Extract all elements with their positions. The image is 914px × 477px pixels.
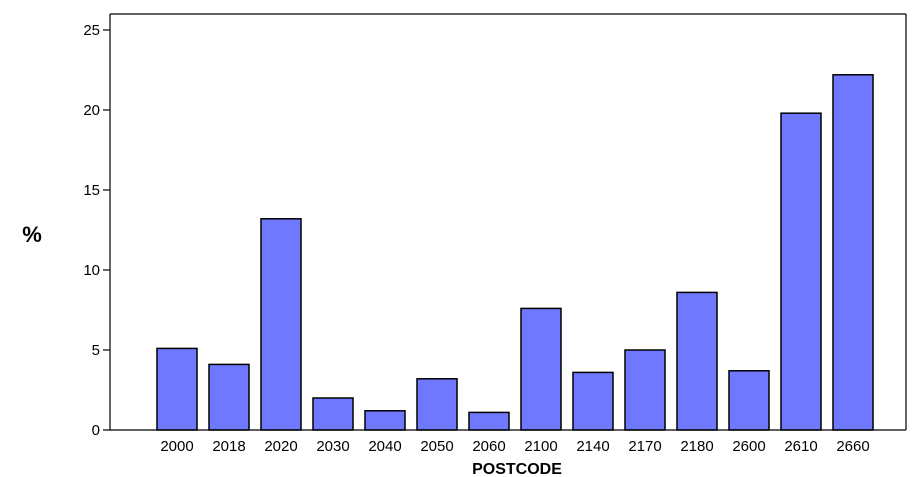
bar-2170: [624, 349, 666, 431]
x-tick-label: 2660: [836, 438, 869, 455]
y-tick-label: 5: [92, 342, 100, 359]
bar-2040: [364, 410, 406, 431]
y-tick-label: 20: [83, 102, 100, 119]
bar-2100: [520, 307, 562, 431]
bar-2660: [832, 74, 874, 431]
x-axis-title: POSTCODE: [472, 461, 562, 477]
bar-2140: [572, 371, 614, 431]
x-tick-label: 2000: [160, 438, 193, 455]
x-tick-label: 2060: [472, 438, 505, 455]
y-tick-label: 15: [83, 182, 100, 199]
x-tick-label: 2140: [576, 438, 609, 455]
x-tick-label: 2600: [732, 438, 765, 455]
x-tick-label: 2100: [524, 438, 557, 455]
y-ticks-layer: 0 5 10 15 20 25: [83, 22, 110, 439]
bar-2060: [468, 411, 510, 431]
y-tick-label: 25: [83, 22, 100, 39]
bar-2050: [416, 378, 458, 431]
x-tick-label: 2180: [680, 438, 713, 455]
bars-layer: [156, 74, 874, 431]
bar-2610: [780, 112, 822, 431]
bar-2020: [260, 218, 302, 431]
x-tick-label: 2170: [628, 438, 661, 455]
y-tick-label: 10: [83, 262, 100, 279]
bar-2180: [676, 291, 718, 431]
bar-2600: [728, 370, 770, 431]
x-tick-label: 2050: [420, 438, 453, 455]
x-ticks-layer: 2000 2018 2020 2030 2040 2050 2060 2100 2140 2170…: [160, 438, 869, 455]
bar-2000: [156, 347, 198, 431]
bar-2018: [208, 363, 250, 431]
x-tick-label: 2030: [316, 438, 349, 455]
x-tick-label: 2018: [212, 438, 245, 455]
y-tick-label: 0: [92, 422, 100, 439]
x-tick-label: 2040: [368, 438, 401, 455]
x-tick-label: 2020: [264, 438, 297, 455]
bar-2030: [312, 397, 354, 431]
y-axis-title: %: [22, 222, 42, 247]
x-tick-label: 2610: [784, 438, 817, 455]
